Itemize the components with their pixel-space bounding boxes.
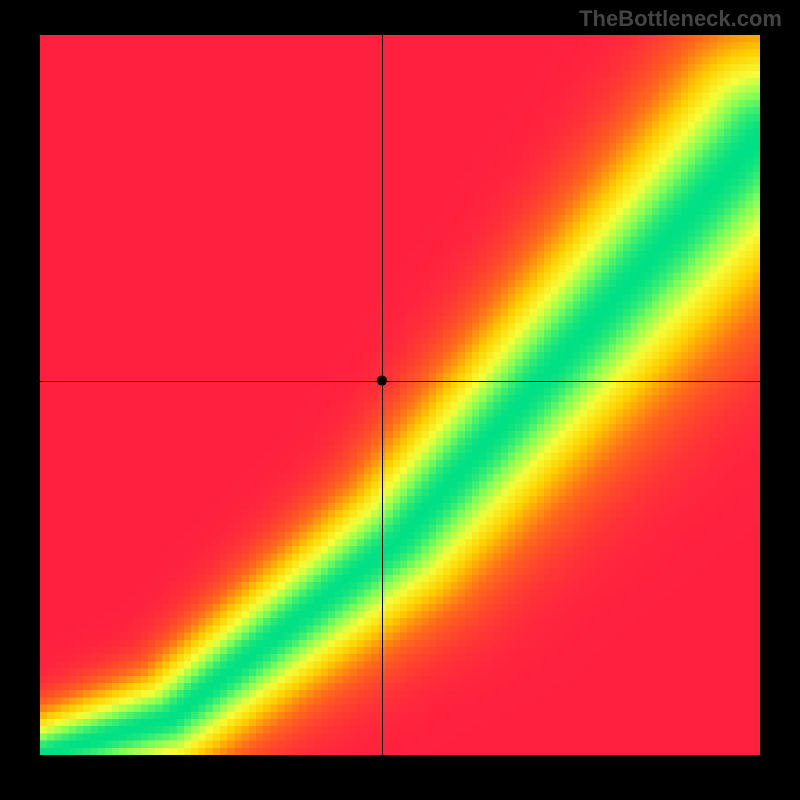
watermark-text: TheBottleneck.com bbox=[579, 6, 782, 32]
crosshair-overlay bbox=[40, 35, 760, 755]
